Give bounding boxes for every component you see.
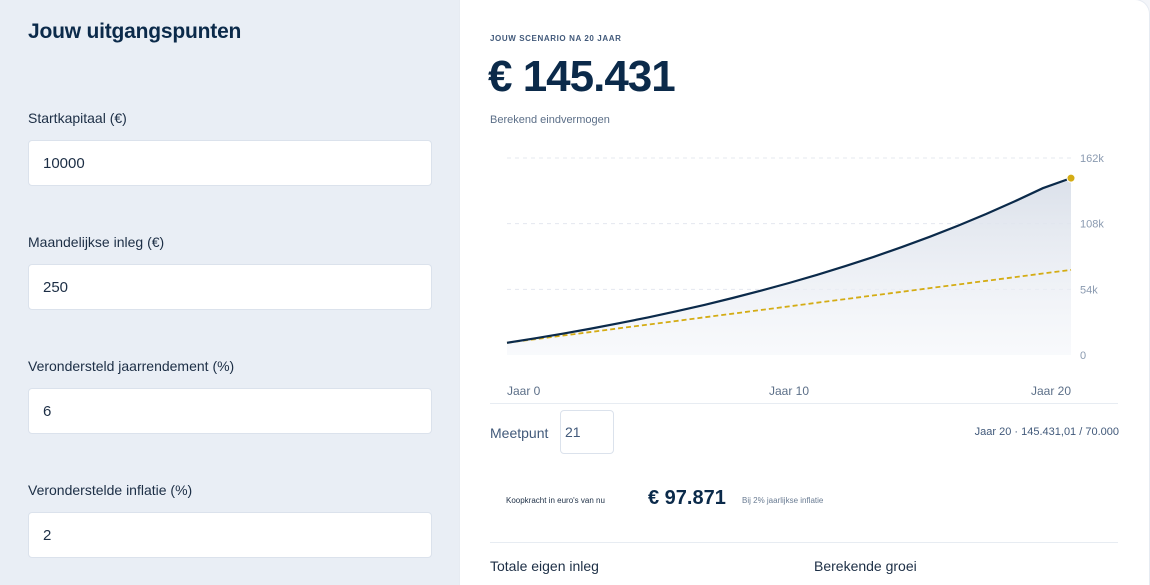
summary-divider xyxy=(490,542,1118,543)
berekende-groei-label: Berekende groei xyxy=(814,558,917,574)
inputs-panel: Jouw uitgangspunten Startkapitaal (€) Ma… xyxy=(0,0,460,585)
inleg-series-line xyxy=(506,269,1072,344)
x-tick-label: Jaar 0 xyxy=(507,384,541,398)
inflatie-input[interactable] xyxy=(28,512,432,558)
scenario-eyebrow: JOUW SCENARIO NA 20 JAAR xyxy=(490,34,622,43)
inflatie-label: Veronderstelde inflatie (%) xyxy=(28,482,193,498)
end-value: € 145.431 xyxy=(488,52,676,101)
series-area xyxy=(507,178,1071,355)
inputs-title: Jouw uitgangspunten xyxy=(28,20,242,43)
koopkracht-label: Koopkracht in euro's van nu xyxy=(506,496,605,505)
end-value-caption: Berekend eindvermogen xyxy=(490,114,610,126)
y-tick-label: 54k xyxy=(1080,284,1098,296)
koopkracht-value: € 97.871 xyxy=(648,487,726,509)
y-tick-label: 108k xyxy=(1080,219,1104,231)
result-panel: JOUW SCENARIO NA 20 JAAR € 145.431 Berek… xyxy=(460,0,1149,585)
x-tick-label: Jaar 20 xyxy=(1031,384,1071,398)
jaarrendement-input[interactable] xyxy=(28,388,432,434)
end-point-marker xyxy=(1066,173,1076,183)
jaarrendement-label: Verondersteld jaarrendement (%) xyxy=(28,358,235,374)
x-tick-label: Jaar 10 xyxy=(769,384,809,398)
startkapitaal-label: Startkapitaal (€) xyxy=(28,110,127,126)
chart-divider xyxy=(490,403,1118,404)
growth-chart: 0 54k 108k 162k Jaar 0 Jaar 10 Jaar 20 xyxy=(506,153,1104,398)
koopkracht-note: Bij 2% jaarlijkse inflatie xyxy=(742,496,824,505)
y-tick-label: 0 xyxy=(1080,350,1086,362)
meetpunt-label: Meetpunt xyxy=(490,425,549,441)
meetpunt-readout: Jaar 20 · 145.431,01 / 70.000 xyxy=(974,426,1119,438)
meetpunt-input[interactable] xyxy=(560,410,614,454)
totale-inleg-label: Totale eigen inleg xyxy=(490,558,599,574)
startkapitaal-input[interactable] xyxy=(28,140,432,186)
maandelijkse-inleg-input[interactable] xyxy=(28,264,432,310)
vermogen-series-line xyxy=(506,177,1072,344)
y-tick-label: 162k xyxy=(1080,153,1104,165)
maandelijkse-inleg-label: Maandelijkse inleg (€) xyxy=(28,234,165,250)
